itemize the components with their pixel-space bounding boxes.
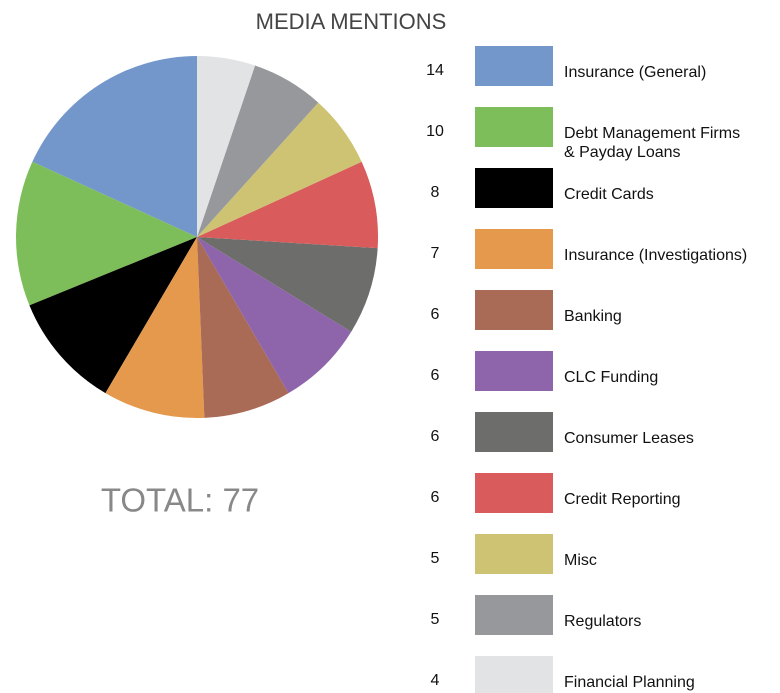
legend-label: Insurance (Investigations): [564, 247, 748, 264]
legend-label: CLC Funding: [564, 369, 659, 386]
legend-swatch: [475, 656, 553, 693]
pie-slice: [197, 65, 319, 238]
legend-value: 10: [426, 123, 444, 140]
legend-label: Debt Management Firms & Payday Loans: [564, 125, 741, 161]
legend-label: Banking: [564, 308, 622, 325]
legend-label: Credit Reporting: [564, 491, 681, 508]
legend-value: 6: [431, 306, 440, 323]
chart-title: MEDIA MENTIONS: [256, 9, 447, 34]
pie-slice: [197, 102, 362, 237]
pie-slice: [197, 237, 352, 394]
legend-value: 7: [431, 245, 440, 262]
legend-swatch: [475, 473, 553, 513]
legend-value: 5: [431, 550, 440, 567]
legend-swatch: [475, 534, 553, 574]
legend-swatch: [475, 412, 553, 452]
legend-label: Misc: [564, 552, 597, 569]
legend-swatch: [475, 351, 553, 391]
legend-value: 6: [431, 489, 440, 506]
legend-value: 8: [431, 184, 440, 201]
pie-slice: [29, 237, 197, 394]
legend-label: Consumer Leases: [564, 430, 694, 447]
legend-swatch: [475, 229, 553, 269]
pie-slice: [105, 237, 205, 418]
legend-value: 5: [431, 611, 440, 628]
pie-slice: [15, 161, 198, 306]
legend-label: Insurance (General): [564, 64, 707, 81]
legend-swatch: [475, 107, 553, 147]
legend-swatch: [475, 168, 553, 208]
legend-value: 4: [431, 672, 440, 689]
legend-swatch: [475, 290, 553, 330]
pie-slice: [197, 237, 378, 332]
legend-value: 14: [426, 62, 444, 79]
legend-value: 6: [431, 428, 440, 445]
pie-slice: [32, 56, 197, 237]
legend-label: Regulators: [564, 613, 642, 630]
pie-slice: [197, 237, 289, 418]
legend-label: Financial Planning: [564, 674, 695, 691]
total-label: TOTAL: 77: [101, 482, 259, 519]
pie-slice: [197, 56, 256, 237]
legend-swatch: [475, 46, 553, 86]
pie-slice: [197, 161, 378, 249]
legend-swatch: [475, 595, 553, 635]
legend-value: 6: [431, 367, 440, 384]
legend-label: Credit Cards: [564, 186, 654, 203]
